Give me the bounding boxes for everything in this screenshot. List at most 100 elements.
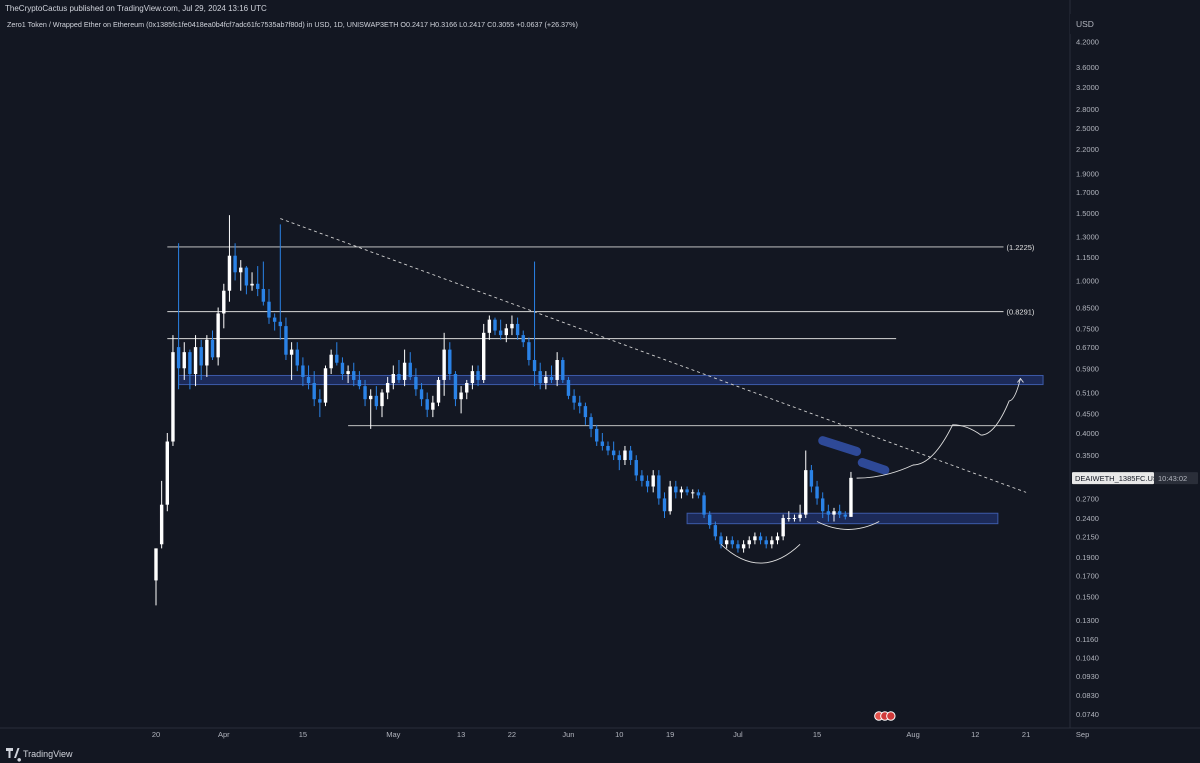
- y-tick-label: 0.1160: [1076, 635, 1098, 644]
- x-tick-label: Apr: [218, 730, 230, 739]
- y-tick-label: 2.5000: [1076, 124, 1099, 133]
- y-tick-label: 1.9000: [1076, 170, 1099, 179]
- candle-body: [764, 540, 768, 545]
- candle-body: [352, 371, 356, 380]
- candle-body: [781, 518, 785, 537]
- candle-body: [606, 445, 610, 451]
- candle-body: [250, 283, 254, 286]
- candle-body: [154, 548, 158, 581]
- trendline-group: [280, 218, 1027, 493]
- candle-body: [498, 330, 503, 336]
- candle-body: [736, 544, 740, 549]
- current-price-tag[interactable]: DEAIWETH_1385FC.USD 10:43:02: [1072, 472, 1198, 485]
- x-tick-label: 12: [971, 730, 979, 739]
- candle-body: [465, 383, 469, 393]
- candle-body: [295, 349, 299, 366]
- candle-body: [555, 360, 559, 380]
- candle-body: [798, 514, 802, 519]
- candle-body: [662, 498, 667, 512]
- candle-body: [312, 383, 316, 400]
- candle-body: [182, 352, 186, 369]
- candle-body: [713, 525, 718, 537]
- event-marker-group: [874, 711, 896, 721]
- projection-arrow-group: [856, 377, 1024, 479]
- x-tick-label: Sep: [1076, 730, 1089, 739]
- x-tick-label: 20: [152, 730, 160, 739]
- price-zone: [686, 512, 999, 525]
- candle-body: [323, 368, 328, 403]
- candle-body: [442, 349, 446, 380]
- candle-body: [385, 383, 390, 393]
- time-axis[interactable]: 20 Apr 15 May 13 22 Jun 10 19 Jul 15 Aug 12 21 Sep: [0, 727, 1200, 739]
- y-tick-label: 0.7500: [1076, 324, 1099, 333]
- axis-currency-label: USD: [1076, 19, 1094, 29]
- candle-body: [425, 399, 429, 410]
- tradingview-logo[interactable]: TradingView: [6, 748, 73, 762]
- candle-body: [357, 379, 362, 387]
- candle-body: [623, 450, 627, 461]
- candle-body: [640, 475, 644, 481]
- candle-body: [849, 477, 853, 517]
- candle-body: [837, 511, 842, 515]
- candle-body: [199, 347, 203, 366]
- y-tick-label: 0.1300: [1076, 616, 1099, 625]
- candle-body: [634, 460, 638, 476]
- candle-body: [476, 371, 480, 380]
- candle-body: [804, 470, 808, 515]
- candle-body: [515, 323, 520, 336]
- candle-body: [691, 492, 695, 494]
- y-tick-label: 0.0740: [1076, 710, 1099, 719]
- candle-body: [679, 489, 684, 493]
- candle-body: [448, 349, 452, 375]
- candle-body: [397, 374, 401, 380]
- y-tick-label: 0.4000: [1076, 429, 1099, 438]
- published-by-text: TheCryptoCactus published on TradingView…: [5, 4, 267, 13]
- candle-body: [306, 376, 311, 384]
- candle-body: [561, 360, 565, 380]
- candle-body: [374, 395, 379, 407]
- x-tick-label: 19: [666, 730, 674, 739]
- candle-body: [792, 518, 797, 520]
- candle-body: [532, 360, 537, 372]
- y-tick-label: 4.2000: [1076, 37, 1099, 46]
- level-label: (0.8291): [1007, 308, 1035, 317]
- x-tick-label: 13: [457, 730, 465, 739]
- candle-body: [832, 511, 836, 515]
- candle-body: [459, 392, 463, 400]
- candle-body: [821, 498, 825, 512]
- symbol-legend: Zero1 Token / Wrapped Ether on Ethereum …: [7, 20, 578, 29]
- candle-body: [193, 347, 198, 375]
- y-tick-label: 0.1040: [1076, 653, 1099, 662]
- candle-body: [770, 540, 774, 545]
- y-tick-label: 0.1500: [1076, 592, 1099, 601]
- event-marker-icon: [886, 711, 896, 721]
- candle-body: [645, 480, 650, 487]
- candle-body: [346, 371, 350, 375]
- time-tag-text: 10:43:02: [1158, 474, 1187, 483]
- level-label: (1.2225): [1007, 243, 1035, 252]
- candle-body: [787, 518, 791, 520]
- highlight-pill: [818, 436, 862, 456]
- candle-body: [611, 450, 616, 456]
- candle-body: [210, 339, 215, 358]
- candle-body: [222, 290, 226, 314]
- candle-body: [668, 486, 672, 512]
- y-tick-label: 1.1500: [1076, 253, 1099, 262]
- candle-body: [578, 402, 582, 407]
- candle-body: [176, 347, 181, 369]
- y-tick-label: 0.2700: [1076, 494, 1099, 503]
- y-tick-label: 0.0930: [1076, 672, 1099, 681]
- footer-bar: [0, 742, 1200, 763]
- candle-body: [171, 352, 175, 442]
- candle-body: [809, 470, 814, 487]
- y-tick-label: 0.3500: [1076, 451, 1099, 460]
- candle-body: [256, 283, 260, 289]
- descending-trendline: [280, 218, 1027, 493]
- candle-body: [470, 371, 475, 384]
- axis-currency-box: [1070, 14, 1200, 34]
- candle-body: [583, 406, 588, 418]
- x-tick-labels: 20 Apr 15 May 13 22 Jun 10 19 Jul 15 Aug 12 21 Sep: [152, 730, 1089, 739]
- x-tick-label: 21: [1022, 730, 1030, 739]
- candle-body: [165, 441, 169, 505]
